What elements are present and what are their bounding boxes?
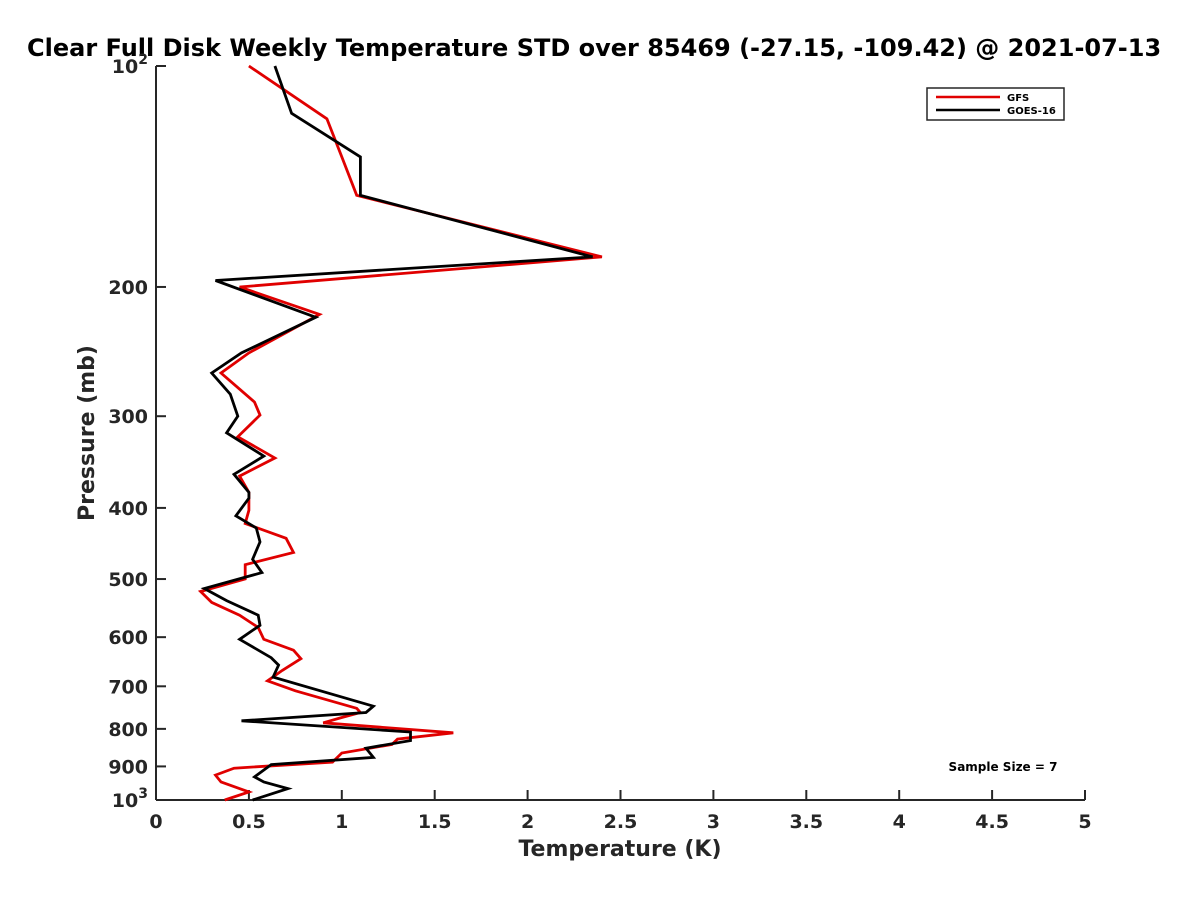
series-layer — [197, 64, 603, 802]
y-tick-label: 700 — [108, 676, 148, 698]
legend-box — [926, 87, 1065, 121]
y-tick-label: 400 — [108, 498, 148, 520]
y-tick-label: 800 — [108, 719, 148, 741]
chart-title: Clear Full Disk Weekly Temperature STD o… — [27, 34, 1161, 62]
x-tick-label: 3.5 — [789, 811, 823, 833]
sample-size-annotation: Sample Size = 7 — [949, 760, 1058, 774]
x-tick-label: 2 — [521, 811, 534, 833]
series-line-goes-16 — [200, 65, 593, 802]
x-axis-ticks: 0 0.5 1 1.5 2 2.5 3 3.5 4 4.5 5 — [149, 790, 1092, 833]
y-tick-label: 300 — [108, 406, 148, 428]
legend-entry: GOES-16 — [1007, 106, 1056, 117]
x-tick-label: 0.5 — [232, 811, 266, 833]
y-tick-label: 102 — [112, 52, 148, 78]
y-tick-label: 200 — [108, 277, 148, 299]
y-tick-label: 500 — [108, 569, 148, 591]
legend: GFS GOES-16 — [926, 87, 1065, 121]
y-axis-label: Pressure (mb) — [75, 345, 100, 521]
y-tick-label: 600 — [108, 627, 148, 649]
x-axis-label: Temperature (K) — [518, 837, 721, 862]
legend-entry: GFS — [1007, 93, 1029, 104]
y-tick-label: 103 — [112, 786, 148, 812]
y-tick-label: 900 — [108, 756, 148, 778]
series-line-gfs — [197, 64, 603, 802]
x-tick-label: 5 — [1078, 811, 1091, 833]
y-axis-ticks: 102 200 300 400 500 600 700 800 900 103 — [108, 52, 166, 812]
x-tick-label: 4.5 — [975, 811, 1009, 833]
x-tick-label: 1 — [335, 811, 348, 833]
x-tick-label: 2.5 — [604, 811, 638, 833]
x-tick-label: 3 — [707, 811, 720, 833]
x-tick-label: 1.5 — [418, 811, 452, 833]
x-tick-label: 0 — [149, 811, 162, 833]
x-tick-label: 4 — [893, 811, 906, 833]
